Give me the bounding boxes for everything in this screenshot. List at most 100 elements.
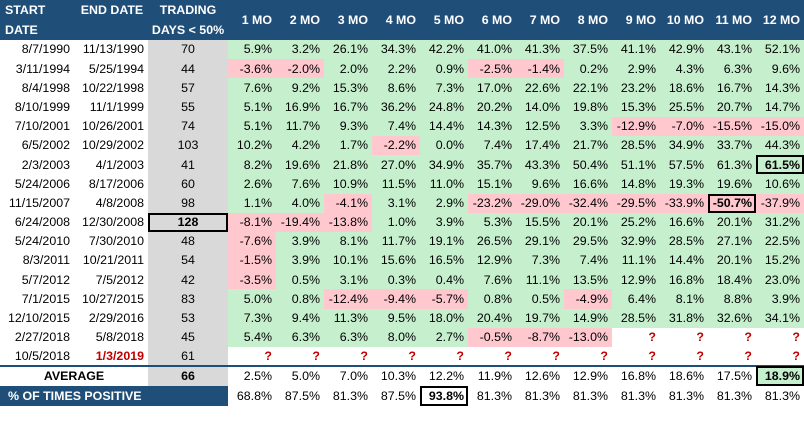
return-cell: 9.4% [276, 308, 324, 328]
return-cell: 34.3% [372, 40, 420, 60]
pct-positive-label: % OF TIMES POSITIVE [0, 386, 228, 407]
start-date-cell: 12/10/2015 [0, 308, 76, 328]
average-value-cell: 10.3% [372, 366, 420, 387]
return-cell: -32.4% [564, 193, 612, 213]
header-month-4: 4 MO [372, 0, 420, 40]
return-cell: 14.0% [516, 97, 564, 117]
return-cell: -5.7% [420, 289, 468, 309]
return-cell: 20.7% [708, 97, 756, 117]
average-row: AVERAGE 66 2.5% 5.0% 7.0% 10.3% 12.2% 11.9% 12.6… [0, 366, 804, 387]
return-cell: 2.7% [420, 327, 468, 347]
return-cell: -12.4% [324, 289, 372, 309]
table-row: 10/5/2018 1/3/2019 61???????????? [0, 347, 804, 368]
end-date-cell: 1/3/2019 [76, 347, 148, 368]
return-cell: -15.0% [756, 116, 804, 136]
trading-days-cell: 45 [148, 327, 228, 347]
return-cell: 5.4% [228, 327, 276, 347]
return-cell: 3.9% [276, 251, 324, 271]
return-cell: ? [564, 347, 612, 368]
return-cell: 4.3% [660, 59, 708, 79]
return-cell: 6.3% [324, 327, 372, 347]
pct-positive-cell: 68.8% [228, 386, 276, 407]
return-cell: 15.3% [324, 78, 372, 98]
return-cell: 11.5% [372, 174, 420, 194]
pct-positive-cell: 81.3% [564, 386, 612, 407]
return-cell: 1.0% [372, 212, 420, 232]
pct-positive-cell: 81.3% [516, 386, 564, 407]
return-cell: 34.9% [660, 135, 708, 156]
return-cell: 14.4% [660, 251, 708, 271]
return-cell: 19.1% [420, 231, 468, 252]
return-cell: 10.6% [756, 174, 804, 194]
return-cell: -2.0% [276, 59, 324, 79]
average-value-cell: 2.5% [228, 366, 276, 387]
return-cell: 9.2% [276, 78, 324, 98]
return-cell: 4.2% [276, 135, 324, 156]
return-cell: 2.9% [612, 59, 660, 79]
return-cell: 22.1% [564, 78, 612, 98]
trading-days-cell: 48 [148, 231, 228, 252]
return-cell: 8.1% [660, 289, 708, 309]
return-cell: 23.0% [756, 270, 804, 290]
header-start-date: DATE [0, 20, 76, 40]
return-cell: 61.5% [756, 155, 804, 175]
trading-days-cell: 70 [148, 40, 228, 60]
return-cell: -8.7% [516, 327, 564, 347]
return-cell: 12.5% [516, 116, 564, 136]
return-cell: 0.9% [420, 59, 468, 79]
return-cell: 27.0% [372, 155, 420, 175]
table-row: 7/10/2001 10/26/2001 74 5.1% 11.7% 9.3% 7.4% 14… [0, 116, 804, 136]
return-cell: ? [228, 347, 276, 368]
return-cell: 14.8% [612, 174, 660, 194]
return-cell: 20.1% [708, 212, 756, 232]
header-start: START [0, 0, 76, 20]
return-cell: 15.2% [756, 251, 804, 271]
return-cell: 0.3% [372, 270, 420, 290]
return-cell: 52.1% [756, 40, 804, 60]
table-row: 7/1/2015 10/27/2015 83 5.0% 0.8% -12.4% -9.4% -… [0, 289, 804, 309]
return-cell: 8.6% [372, 78, 420, 98]
table-row: 8/10/1999 11/1/1999 55 5.1% 16.9% 16.7% 36.2% 2… [0, 97, 804, 117]
return-cell: 34.9% [420, 155, 468, 175]
return-cell: 41.3% [516, 40, 564, 60]
return-cell: 28.5% [612, 135, 660, 156]
table-row: 5/7/2012 7/5/2012 42 -3.5% 0.5% 3.1% 0.3% 0.4% 7… [0, 270, 804, 290]
pct-positive-cell: 81.3% [468, 386, 516, 407]
return-cell: 15.1% [468, 174, 516, 194]
return-cell: 7.4% [372, 116, 420, 136]
return-cell: ? [612, 347, 660, 368]
trading-days-cell: 128 [148, 212, 228, 232]
return-cell: -1.4% [516, 59, 564, 79]
pct-positive-cell: 81.3% [756, 386, 804, 407]
return-cell: 16.6% [564, 174, 612, 194]
start-date-cell: 2/27/2018 [0, 327, 76, 347]
return-cell: ? [708, 347, 756, 368]
start-date-cell: 5/24/2010 [0, 231, 76, 252]
return-cell: 2.6% [228, 174, 276, 194]
return-cell: 43.3% [516, 155, 564, 175]
return-cell: 10.2% [228, 135, 276, 156]
return-cell: 11.1% [612, 251, 660, 271]
return-cell: 0.8% [276, 289, 324, 309]
return-cell: 29.1% [516, 231, 564, 252]
return-cell: 19.3% [660, 174, 708, 194]
return-cell: 51.1% [612, 155, 660, 175]
end-date-cell: 4/1/2003 [76, 155, 148, 175]
trading-days-cell: 61 [148, 347, 228, 368]
average-value-cell: 18.9% [756, 366, 804, 387]
return-cell: 18.4% [708, 270, 756, 290]
table-row: 5/24/2006 8/17/2006 60 2.6% 7.6% 10.9% 11.5% 11… [0, 174, 804, 194]
table-row: 2/27/2018 5/8/2018 45 5.4% 6.3% 6.3% 8.0% 2.7% -… [0, 327, 804, 347]
return-cell: 13.5% [564, 270, 612, 290]
return-cell: 15.3% [612, 97, 660, 117]
return-cell: 14.3% [756, 78, 804, 98]
return-cell: 21.7% [564, 135, 612, 156]
end-date-cell: 10/26/2001 [76, 116, 148, 136]
return-cell: 6.3% [708, 59, 756, 79]
return-cell: -50.7% [708, 193, 756, 213]
trading-days-cell: 44 [148, 59, 228, 79]
header-end-blank [76, 20, 148, 40]
return-cell: 14.4% [420, 116, 468, 136]
header-month-9: 9 MO [612, 0, 660, 40]
return-cell: -9.4% [372, 289, 420, 309]
